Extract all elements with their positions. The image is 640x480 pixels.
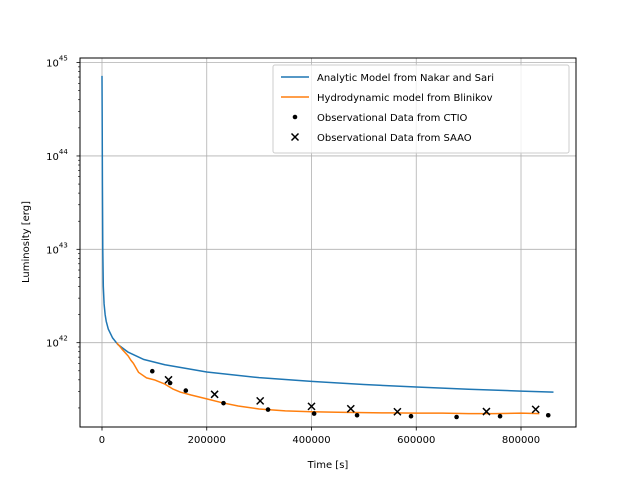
data-point-saao-stroke — [531, 405, 540, 414]
legend-label-1: Hydrodynamic model from Blinikov — [317, 93, 493, 104]
tick-layer: 0 200000 400000 600000 800000 1042 1043 1044 104… — [46, 55, 540, 446]
x-tick-label: 600000 — [397, 435, 435, 446]
data-point-ctio — [545, 412, 551, 418]
legend-label-0: Analytic Model from Nakar and Sari — [317, 73, 494, 84]
data-point-saao-stroke — [482, 407, 491, 416]
data-point-ctio — [408, 413, 414, 419]
data-point-saao-stroke — [164, 375, 173, 384]
legend-box — [272, 64, 570, 154]
legend: Analytic Model from Nakar and Sari Hydrod… — [272, 64, 570, 154]
legend-key-3 — [290, 132, 300, 142]
y-tick-label: 1043 — [46, 241, 68, 256]
legend-x-stroke — [290, 132, 300, 142]
y-tick-label: 1044 — [46, 148, 68, 163]
data-point-ctio — [454, 414, 459, 420]
data-point-saao — [256, 396, 265, 405]
x-axis-label: Time [s] — [307, 460, 349, 471]
series-line-analytic — [101, 75, 554, 393]
legend-label-2: Observational Data from CTIO — [317, 113, 468, 124]
data-point-ctio — [265, 407, 271, 412]
data-point-saao-stroke — [256, 396, 265, 405]
data-point-saao — [393, 407, 402, 416]
x-tick-label: 400000 — [292, 435, 330, 446]
data-point-saao-stroke — [393, 407, 402, 416]
y-tick-label: 1045 — [46, 55, 68, 70]
data-point-saao — [531, 405, 540, 414]
data-point-saao — [482, 407, 491, 416]
x-tick-label: 200000 — [188, 435, 226, 446]
data-point-ctio — [221, 400, 226, 406]
data-point-saao — [307, 402, 316, 411]
data-point-ctio — [354, 412, 360, 418]
axes-frame — [79, 57, 577, 428]
data-point-saao-stroke — [346, 404, 355, 413]
data-point-ctio — [311, 411, 317, 416]
plot-area — [101, 75, 554, 420]
data-point-saao — [164, 375, 173, 384]
y-tick-label: 1042 — [46, 335, 68, 350]
data-point-saao-stroke — [210, 390, 219, 399]
data-point-saao — [346, 404, 355, 413]
data-point-ctio — [497, 413, 503, 419]
legend-label-3: Observational Data from SAAO — [317, 133, 472, 144]
data-point-saao — [210, 390, 219, 399]
x-tick-label: 0 — [99, 435, 105, 446]
y-axis-label: Luminosity [erg] — [21, 201, 32, 283]
legend-key-2 — [292, 114, 298, 120]
data-point-ctio — [149, 368, 155, 374]
data-point-ctio — [183, 388, 189, 393]
x-tick-label: 800000 — [502, 435, 540, 446]
data-point-saao-stroke — [307, 402, 316, 411]
